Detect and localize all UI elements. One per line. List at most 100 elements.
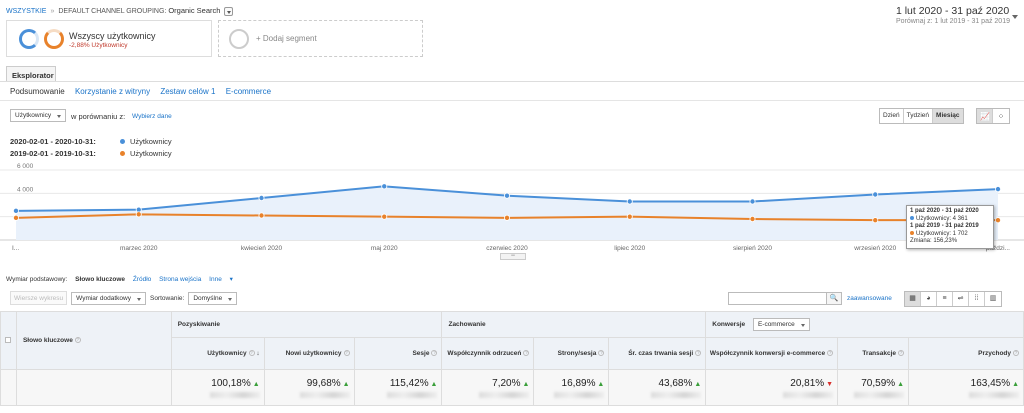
term-cloud-view-icon[interactable]: ⁞⁞ [969,292,985,306]
col-users-label: Użytkownicy [207,350,247,357]
col-header-bounce-rate[interactable]: Współczynnik odrzuceń? [441,337,535,370]
help-icon[interactable]: ? [827,350,834,357]
help-icon[interactable]: ? [431,350,438,357]
pick-data-link[interactable]: Wybierz dane [132,113,172,120]
tab-divider [0,81,1024,82]
metric-select[interactable]: Użytkownicy [10,109,67,122]
help-icon[interactable]: ? [248,350,255,357]
redacted-value [387,391,438,398]
select-all-cell [0,311,17,370]
data-point-current [872,191,879,198]
help-icon[interactable]: ? [695,350,702,357]
dimension-header[interactable]: Słowo kluczowe? [15,311,172,370]
subtab-summary[interactable]: Podsumowanie [10,87,65,96]
summary-value: 16,89% [561,377,596,389]
sort-select[interactable]: Domyślne [188,291,238,305]
subtab-goal-set-1[interactable]: Zestaw celów 1 [160,87,216,96]
data-point-current [995,186,1002,193]
segment-ring-blue-icon [19,29,39,49]
dimension-keyword[interactable]: Słowo kluczowe [75,276,126,283]
x-tick-label: kwiecień 2020 [241,245,283,252]
period-month-button[interactable]: Miesiąc [933,109,963,123]
col-pages-label: Strony/sesja [557,350,597,357]
summary-cell: 20,81% ▼ [705,369,839,406]
segment-all-users[interactable]: Wszyscy użytkownicy -2,88% Użytkownicy [6,20,212,57]
chevron-down-icon [1012,15,1018,19]
summary-blank [0,369,17,406]
pie-view-icon[interactable]: ◕ [921,292,937,306]
grouping-dropdown-button[interactable] [224,6,234,16]
help-icon[interactable]: ? [523,350,530,357]
date-range-main: 1 lut 2020 - 31 paź 2020 [895,5,1010,17]
col-header-transactions[interactable]: Transakcje? [837,337,910,370]
summary-cell: 100,18% ▲ [170,369,265,406]
summary-cell: 43,68% ▲ [608,369,707,406]
col-header-revenue[interactable]: Przychody? [908,337,1024,370]
select-all-checkbox[interactable] [5,336,12,343]
col-header-avg-duration[interactable]: Śr. czas trwania sesji? [608,337,707,370]
dimension-landing-page[interactable]: Strona wejścia [159,276,202,283]
tooltip-change: Zmiana: 156,23% [910,238,958,244]
sort-label: Sortowanie: [149,294,185,302]
trend-up-icon: ▲ [340,380,350,388]
legend-dot-blue [120,139,125,144]
data-point-current [381,183,388,190]
comparison-view-icon[interactable]: ⇌ [953,292,969,306]
group-behavior: Zachowanie [441,311,707,338]
period-buttons: Dzień Tydzień Miesiąc [879,108,964,124]
secondary-dimension-select[interactable]: Wymiar dodatkowy [71,291,146,305]
add-segment-button[interactable]: + Dodaj segment [218,20,423,57]
chart-resize-handle[interactable]: ═ [500,253,526,260]
breadcrumb-all-link[interactable]: WSZYSTKIE [6,8,47,15]
chart-tooltip: 1 paź 2020 - 31 paź 2020 Użytkownicy: 4 … [906,205,994,249]
col-header-sessions[interactable]: Sesje? [353,337,443,370]
col-header-new-users[interactable]: Nowi użytkownicy? [263,337,355,370]
col-header-users[interactable]: Użytkownicy? ↓ [170,337,265,370]
help-icon[interactable]: ? [898,350,905,357]
legend-dot-orange [120,151,125,156]
subtab-ecommerce[interactable]: E-commerce [225,87,272,96]
redacted-value [783,391,834,398]
redacted-value [969,391,1019,398]
line-chart-icon[interactable]: 📈 [977,109,993,123]
table-view-icon[interactable]: ▦ [905,292,921,306]
search-icon[interactable]: 🔍 [826,293,841,304]
date-range-picker[interactable]: 1 lut 2020 - 31 paź 2020 Porównaj z: 1 l… [895,5,1018,25]
trend-up-icon: ▲ [520,380,530,388]
dimension-source[interactable]: Źródło [132,276,152,283]
tab-explorer[interactable]: Eksplorator [6,66,56,82]
subtabs: Podsumowanie Korzystanie z witryny Zesta… [10,87,279,96]
motion-chart-icon[interactable]: ⁘ [993,109,1009,123]
plot-rows-button[interactable]: Wiersze wykresu [10,291,68,305]
col-sessions-label: Sesje [412,350,430,357]
conversion-type-select[interactable]: E-commerce [752,318,810,331]
x-tick-label: sierpień 2020 [733,245,772,252]
advanced-filter-link[interactable]: zaawansowane [847,295,892,302]
data-point-previous [381,213,388,220]
tooltip-previous-text: Użytkownicy: 1 702 [916,230,968,237]
period-week-button[interactable]: Tydzień [903,109,934,123]
col-header-conv-rate[interactable]: Współczynnik konwersji e-commerce? [705,337,839,370]
col-header-pages-session[interactable]: Strony/sesja? [533,337,610,370]
period-day-button[interactable]: Dzień [880,109,904,123]
breadcrumb-grouping-label: DEFAULT CHANNEL GROUPING: [58,8,167,15]
col-conv-rate-label: Współczynnik konwersji e-commerce [709,350,826,357]
table-search-input[interactable]: 🔍 [728,292,842,305]
help-icon[interactable]: ? [598,350,605,357]
dimension-other[interactable]: Inne ▾ [209,276,233,283]
segment-ring-orange-icon [44,29,64,49]
subtab-site-usage[interactable]: Korzystanie z witryny [74,87,151,96]
help-icon[interactable]: ? [74,337,81,344]
data-point-previous [749,216,756,223]
help-icon[interactable]: ? [343,350,350,357]
summary-cell: 163,45% ▲ [908,369,1024,406]
performance-view-icon[interactable]: ≡ [937,292,953,306]
primary-dimension-label: Wymiar podstawowy: [6,276,68,283]
tooltip-current-range: 1 paź 2020 - 31 paź 2020 [910,208,979,214]
pivot-view-icon[interactable]: ▥ [985,292,1001,306]
data-table: Słowo kluczowe? Pozyskiwanie Zachowanie … [0,311,1024,406]
table-header-row: Użytkownicy? ↓ Nowi użytkownicy? Sesje? … [1,337,1024,370]
redacted-value [479,391,530,398]
help-icon[interactable]: ? [1013,350,1019,357]
